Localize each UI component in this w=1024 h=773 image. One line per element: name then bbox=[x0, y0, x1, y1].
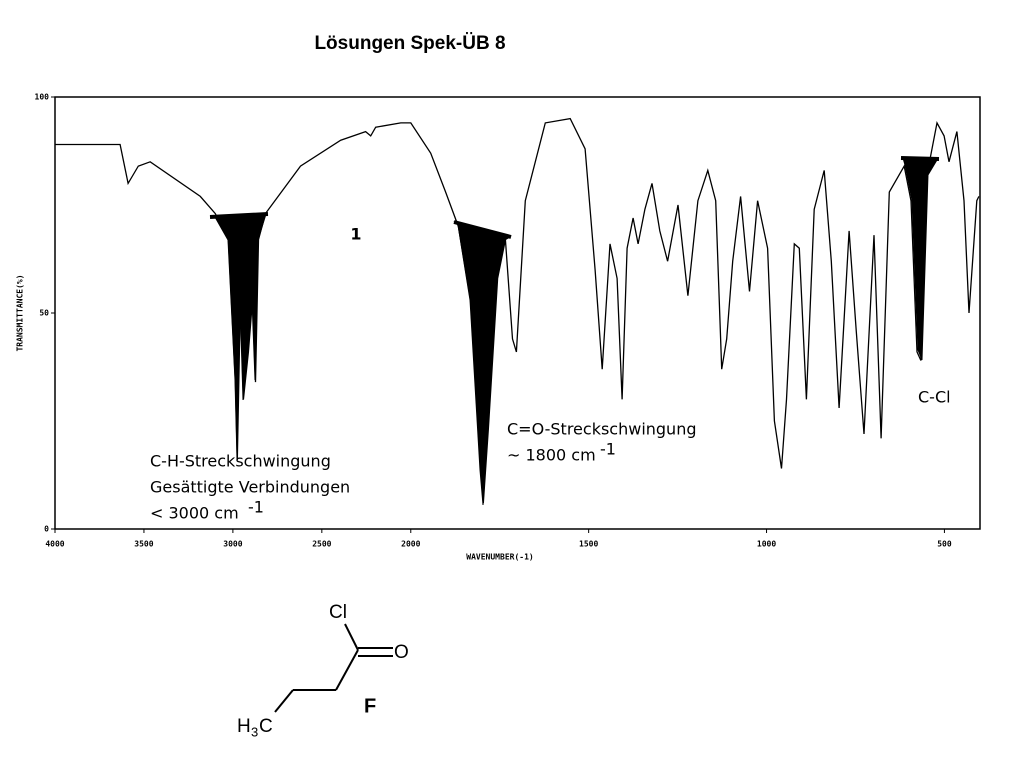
bond bbox=[335, 649, 359, 691]
ccl-label: C-Cl bbox=[918, 388, 951, 407]
atom-h: H bbox=[237, 716, 251, 737]
co-baseline bbox=[453, 220, 512, 239]
ch-baseline bbox=[209, 212, 269, 219]
spectrum-number: 1 bbox=[350, 225, 361, 244]
y-axis-label: TRANSMITTANCE(%) bbox=[16, 274, 25, 351]
y-tick-label: 50 bbox=[39, 309, 49, 318]
x-tick-label: 500 bbox=[937, 540, 952, 549]
ch-superscript: -1 bbox=[248, 498, 264, 517]
ch-label: Gesättigte Verbindungen bbox=[150, 478, 350, 497]
ch-label: < 3000 cm bbox=[150, 504, 239, 523]
slide-title: Lösungen Spek-ÜB 8 bbox=[314, 33, 505, 54]
x-tick-label: 1000 bbox=[757, 540, 776, 549]
x-tick-label: 2000 bbox=[401, 540, 420, 549]
co-label: ~ 1800 cm bbox=[507, 446, 596, 465]
x-axis-label: WAVENUMBER(-1) bbox=[466, 553, 533, 562]
co-superscript: -1 bbox=[600, 440, 616, 459]
subscript: 3 bbox=[251, 724, 258, 739]
atom-c: C bbox=[259, 716, 273, 737]
spectrum-line bbox=[55, 117, 980, 504]
x-tick-label: 2500 bbox=[312, 540, 331, 549]
x-tick-label: 1500 bbox=[579, 540, 598, 549]
ccl-band bbox=[902, 157, 938, 361]
bond bbox=[344, 623, 359, 651]
x-tick-label: 4000 bbox=[45, 540, 64, 549]
y-tick-label: 0 bbox=[44, 525, 49, 534]
ccl-baseline bbox=[900, 156, 940, 161]
x-tick-label: 3500 bbox=[134, 540, 153, 549]
y-tick-label: 100 bbox=[35, 93, 50, 102]
compound-label: F bbox=[364, 695, 376, 717]
co-label: C=O-Streckschwingung bbox=[507, 420, 697, 439]
co-band bbox=[453, 221, 512, 506]
atom-cl: Cl bbox=[329, 602, 347, 623]
bond bbox=[274, 689, 294, 713]
x-tick-label: 3000 bbox=[223, 540, 242, 549]
atom-o: O bbox=[394, 642, 409, 663]
molecule bbox=[274, 623, 393, 713]
ch-label: C-H-Streckschwingung bbox=[150, 452, 331, 471]
